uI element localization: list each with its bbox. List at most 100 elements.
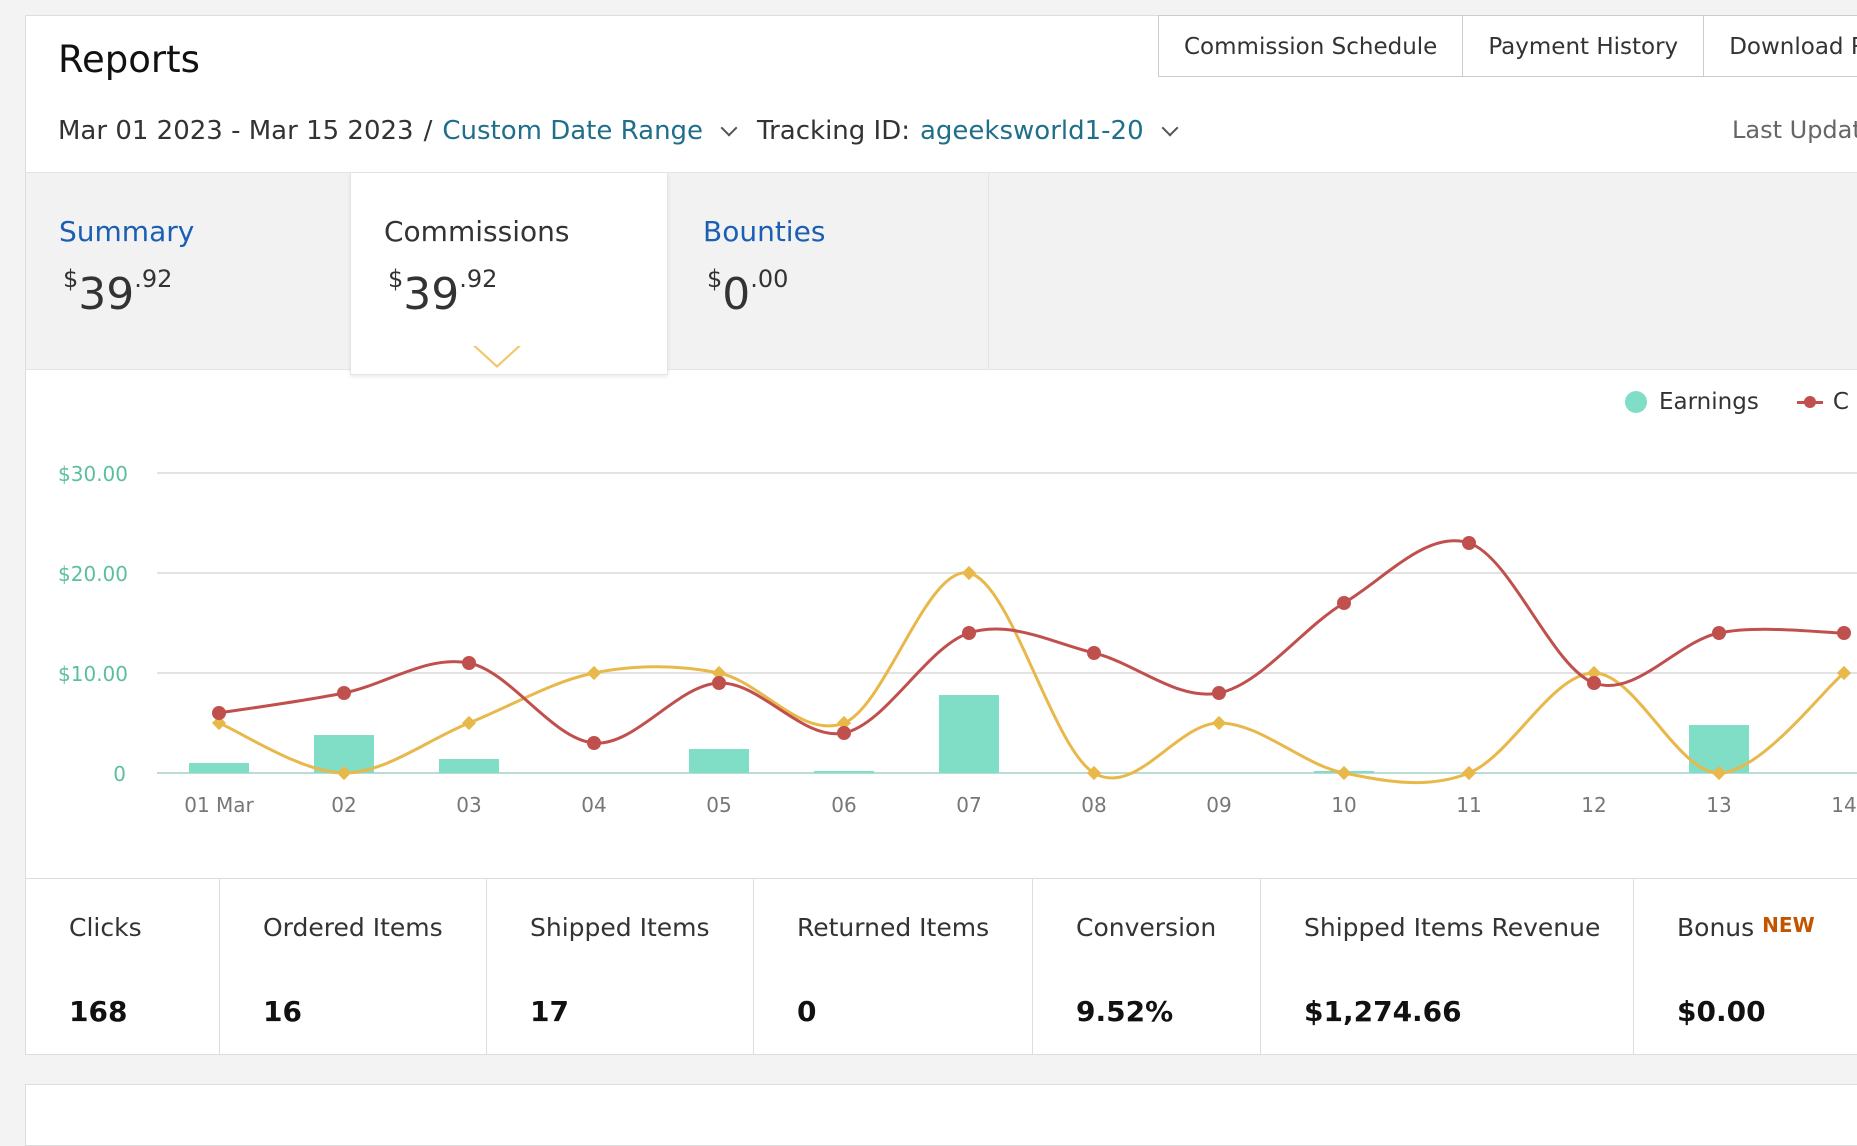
metric-label: Clicks [69,913,142,942]
filter-separator: / [423,116,433,146]
payment-history-button[interactable]: Payment History [1462,15,1705,77]
earnings-legend-swatch [1625,391,1647,413]
red-series-point [837,726,851,740]
x-tick-label: 10 [1331,793,1356,817]
metric-label: Returned Items [797,913,990,942]
metric-label: Conversion [1076,913,1217,942]
y-tick-label: $30.00 [58,462,128,486]
earnings-bar [689,749,749,773]
amount-cents: .92 [459,265,498,293]
yellow-series-point [1711,765,1727,781]
metric-label: Shipped Items [530,913,710,942]
date-range-dropdown[interactable]: Custom Date Range [442,116,704,146]
earnings-legend-label[interactable]: Earnings [1659,389,1759,415]
currency-symbol: $ [388,265,404,293]
yellow-series-line [218,571,1845,785]
new-badge: NEW [1762,913,1815,937]
next-section-card [25,1084,1857,1146]
x-tick-label: 05 [706,793,731,817]
metric-value: 168 [69,995,128,1028]
tab-summary-label: Summary [59,215,195,248]
report-filters: Mar 01 2023 - Mar 15 2023 / Custom Date … [58,116,1190,146]
metric-value: 9.52% [1076,995,1174,1028]
summary-amount: $39.92 [63,265,172,320]
tab-summary[interactable]: Summary $39.92 [26,173,351,369]
bonus-label: Bonus [1677,913,1755,942]
yellow-series-point [961,565,977,581]
page-title: Reports [58,38,200,81]
date-range-text: Mar 01 2023 - Mar 15 2023 [58,116,414,146]
currency-symbol: $ [63,265,79,293]
x-tick-label: 13 [1706,793,1731,817]
metric-ordered-items: Ordered Items 16 [220,879,487,1055]
tracking-id-dropdown[interactable]: ageeksworld1-20 [920,116,1144,146]
amount-cents: .92 [134,265,173,293]
red-series-point [962,626,976,640]
amount-whole: 39 [403,269,460,320]
metric-label: Bonus NEW [1677,913,1815,942]
red-series-point [1712,626,1726,640]
yellow-series-point [836,715,852,731]
chart-legend: Earnings C [1625,389,1849,415]
active-tab-pointer-fill [475,345,519,365]
red-series-point [1462,536,1476,550]
commissions-amount: $39.92 [388,265,497,320]
tab-commissions-label: Commissions [384,215,570,248]
tracking-id-label: Tracking ID: [757,116,910,146]
red-series-legend-swatch [1796,395,1823,408]
commission-schedule-button[interactable]: Commission Schedule [1158,15,1464,77]
tab-commissions[interactable]: Commissions $39.92 [350,173,668,375]
x-tick-label: 01 Mar [184,793,254,817]
yellow-series-point [1211,715,1227,731]
x-tick-label: 06 [831,793,856,817]
metric-value: $1,274.66 [1304,995,1462,1028]
bounties-amount: $0.00 [707,265,788,320]
metric-label: Shipped Items Revenue [1304,913,1601,942]
earnings-bar [939,695,999,773]
yellow-series-point [711,665,727,681]
yellow-series-point [1836,665,1852,681]
red-series-point [1212,686,1226,700]
x-tick-label: 09 [1206,793,1231,817]
red-series-point [712,676,726,690]
metric-value: 16 [263,995,302,1028]
red-series-point [212,706,226,720]
x-tick-label: 03 [456,793,481,817]
yellow-series-point [586,665,602,681]
amount-whole: 0 [722,269,751,320]
red-series-point [1837,626,1851,640]
x-tick-label: 14 [1831,793,1856,817]
amount-cents: .00 [750,265,789,293]
yellow-series-point [211,715,227,731]
amount-whole: 39 [78,269,135,320]
last-updated-text: Last Updat [1732,116,1857,144]
earnings-bar [189,763,249,773]
y-tick-label: 0 [113,762,126,786]
x-tick-label: 11 [1456,793,1481,817]
yellow-series-point [1336,765,1352,781]
y-tick-label: $20.00 [58,562,128,586]
yellow-series-point [1586,665,1602,681]
red-series-point [1337,596,1351,610]
red-series-legend-label[interactable]: C [1832,389,1849,415]
red-series-point [462,656,476,670]
metric-value: 0 [797,995,817,1028]
red-series-point [1587,676,1601,690]
reports-card: Reports Commission Schedule Payment Hist… [25,15,1857,1055]
yellow-series-point [1461,765,1477,781]
metric-shipped-revenue: Shipped Items Revenue $1,274.66 [1261,879,1634,1055]
earnings-bar [439,759,499,773]
red-series-line [218,539,1845,745]
metric-value: 17 [530,995,569,1028]
metric-shipped-items: Shipped Items 17 [487,879,754,1055]
metric-returned-items: Returned Items 0 [754,879,1033,1055]
tab-bounties[interactable]: Bounties $0.00 [670,173,988,369]
download-reports-button[interactable]: Download Repo [1703,15,1857,77]
metric-clicks: Clicks 168 [26,879,220,1055]
yellow-series-point [1086,765,1102,781]
currency-symbol: $ [707,265,723,293]
yellow-series-point [461,715,477,731]
earnings-tabs: Summary $39.92 Commissions $39.92 Bounti… [26,172,1857,375]
metrics-row: Clicks 168 Ordered Items 16 Shipped Item… [26,878,1857,1055]
red-series-point [337,686,351,700]
